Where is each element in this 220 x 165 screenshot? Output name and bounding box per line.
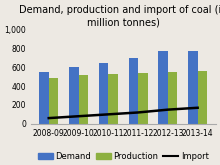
Bar xyxy=(108,74,118,124)
Bar xyxy=(158,51,168,124)
Bar xyxy=(168,72,177,124)
Bar xyxy=(99,63,108,124)
Bar xyxy=(188,51,198,124)
Bar xyxy=(39,72,49,124)
Bar xyxy=(198,71,207,124)
Legend: Demand, Production, Import: Demand, Production, Import xyxy=(34,149,212,164)
Bar xyxy=(69,67,79,124)
Bar xyxy=(49,78,58,124)
Title: Demand, production and import of coal (in
million tonnes): Demand, production and import of coal (i… xyxy=(19,5,220,28)
Bar xyxy=(138,73,148,124)
Bar xyxy=(128,58,138,124)
Bar xyxy=(79,75,88,124)
